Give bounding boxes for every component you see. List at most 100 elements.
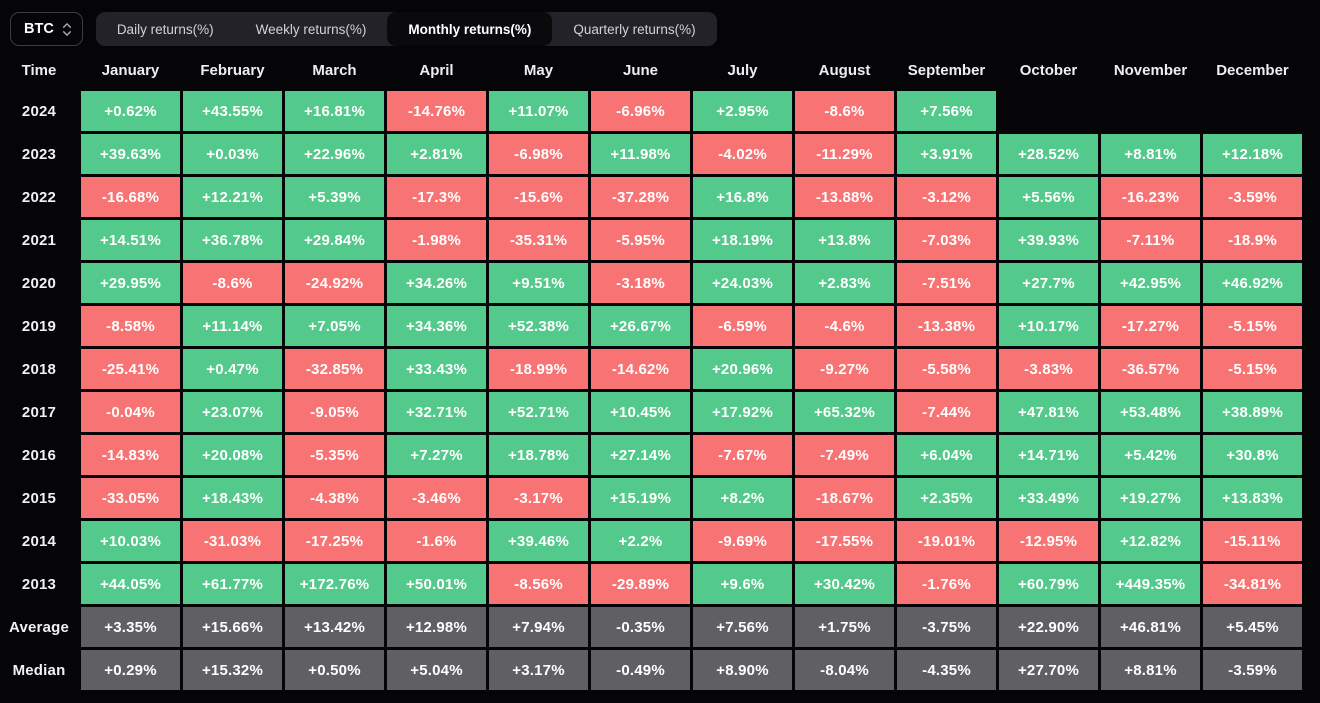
- asset-selector[interactable]: BTC: [10, 12, 83, 46]
- return-cell: -17.25%: [285, 521, 384, 561]
- return-cell: -3.75%: [897, 607, 996, 647]
- return-cell: +9.6%: [693, 564, 792, 604]
- return-cell: +27.7%: [999, 263, 1098, 303]
- return-cell: +14.71%: [999, 435, 1098, 475]
- return-cell: +38.89%: [1203, 392, 1302, 432]
- column-header: July: [727, 61, 758, 79]
- return-cell: +22.90%: [999, 607, 1098, 647]
- return-cell: -7.51%: [897, 263, 996, 303]
- return-cell: +2.35%: [897, 478, 996, 518]
- return-cell: +10.17%: [999, 306, 1098, 346]
- return-cell: +7.56%: [693, 607, 792, 647]
- row-label: 2023: [21, 145, 57, 163]
- return-cell: -0.04%: [81, 392, 180, 432]
- return-cell: +2.81%: [387, 134, 486, 174]
- return-cell: +16.8%: [693, 177, 792, 217]
- return-cell: -34.81%: [1203, 564, 1302, 604]
- return-cell: +20.96%: [693, 349, 792, 389]
- return-cell: -0.35%: [591, 607, 690, 647]
- tab-weekly[interactable]: Weekly returns(%): [235, 12, 388, 46]
- return-cell: +52.38%: [489, 306, 588, 346]
- return-cell: -3.17%: [489, 478, 588, 518]
- return-cell: +39.46%: [489, 521, 588, 561]
- return-cell: -6.59%: [693, 306, 792, 346]
- return-cell: +12.18%: [1203, 134, 1302, 174]
- return-cell: +50.01%: [387, 564, 486, 604]
- return-cell: -19.01%: [897, 521, 996, 561]
- return-cell: -5.58%: [897, 349, 996, 389]
- return-cell: -7.67%: [693, 435, 792, 475]
- return-cell: +13.83%: [1203, 478, 1302, 518]
- return-cell: -12.95%: [999, 521, 1098, 561]
- return-cell: -8.6%: [795, 91, 894, 131]
- return-cell: -29.89%: [591, 564, 690, 604]
- return-cell: -18.99%: [489, 349, 588, 389]
- return-cell: -17.55%: [795, 521, 894, 561]
- return-cell: +39.63%: [81, 134, 180, 174]
- return-cell: +0.62%: [81, 91, 180, 131]
- return-cell: +43.55%: [183, 91, 282, 131]
- returns-table: Time January February March April May June July…: [0, 55, 1320, 690]
- tab-monthly[interactable]: Monthly returns(%): [387, 12, 553, 46]
- return-cell: +0.03%: [183, 134, 282, 174]
- return-cell: -3.46%: [387, 478, 486, 518]
- return-cell: -6.98%: [489, 134, 588, 174]
- return-cell: +13.8%: [795, 220, 894, 260]
- return-cell: +29.95%: [81, 263, 180, 303]
- return-cell: -5.35%: [285, 435, 384, 475]
- return-cell: +12.82%: [1101, 521, 1200, 561]
- table-body: 2024 +0.62% +43.55% +16.81% -14.76% +11.07% -6…: [0, 91, 1302, 690]
- return-cell: +8.81%: [1101, 134, 1200, 174]
- row-label: 2016: [21, 446, 57, 464]
- return-cell: +172.76%: [285, 564, 384, 604]
- return-cell: +10.03%: [81, 521, 180, 561]
- return-cell: +5.39%: [285, 177, 384, 217]
- return-cell: +2.95%: [693, 91, 792, 131]
- return-cell: -14.83%: [81, 435, 180, 475]
- return-cell: -8.04%: [795, 650, 894, 690]
- return-cell: -9.05%: [285, 392, 384, 432]
- return-cell: +0.29%: [81, 650, 180, 690]
- tab-daily[interactable]: Daily returns(%): [96, 12, 235, 46]
- return-cell: -3.18%: [591, 263, 690, 303]
- return-cell: +33.43%: [387, 349, 486, 389]
- return-cell: +15.19%: [591, 478, 690, 518]
- return-cell: -32.85%: [285, 349, 384, 389]
- column-header: November: [1113, 61, 1188, 79]
- return-cell: +0.47%: [183, 349, 282, 389]
- return-cell: +8.90%: [693, 650, 792, 690]
- return-cell: +18.19%: [693, 220, 792, 260]
- return-cell: +7.27%: [387, 435, 486, 475]
- return-cell: -1.98%: [387, 220, 486, 260]
- return-cell: -13.38%: [897, 306, 996, 346]
- return-cell: +7.05%: [285, 306, 384, 346]
- return-cell: +9.51%: [489, 263, 588, 303]
- return-cell: +29.84%: [285, 220, 384, 260]
- return-cell: +27.70%: [999, 650, 1098, 690]
- tab-quarterly[interactable]: Quarterly returns(%): [552, 12, 716, 46]
- return-cell: -7.44%: [897, 392, 996, 432]
- return-cell: +5.42%: [1101, 435, 1200, 475]
- return-cell: -5.95%: [591, 220, 690, 260]
- return-cell: +61.77%: [183, 564, 282, 604]
- row-label: 2019: [21, 317, 57, 335]
- row-label: 2021: [21, 231, 57, 249]
- return-cell: +44.05%: [81, 564, 180, 604]
- return-cell: -33.05%: [81, 478, 180, 518]
- return-cell: -36.57%: [1101, 349, 1200, 389]
- return-cell: +3.35%: [81, 607, 180, 647]
- return-cell: -3.59%: [1203, 177, 1302, 217]
- return-cell: +60.79%: [999, 564, 1098, 604]
- return-cell: -5.15%: [1203, 349, 1302, 389]
- column-header: March: [312, 61, 357, 79]
- return-cell: +34.26%: [387, 263, 486, 303]
- return-cell: +11.14%: [183, 306, 282, 346]
- row-label: 2018: [21, 360, 57, 378]
- return-cell: +8.2%: [693, 478, 792, 518]
- return-cell: +2.2%: [591, 521, 690, 561]
- return-cell: +34.36%: [387, 306, 486, 346]
- return-cell: +17.92%: [693, 392, 792, 432]
- return-cell: +53.48%: [1101, 392, 1200, 432]
- return-cell: +11.98%: [591, 134, 690, 174]
- return-cell: +15.66%: [183, 607, 282, 647]
